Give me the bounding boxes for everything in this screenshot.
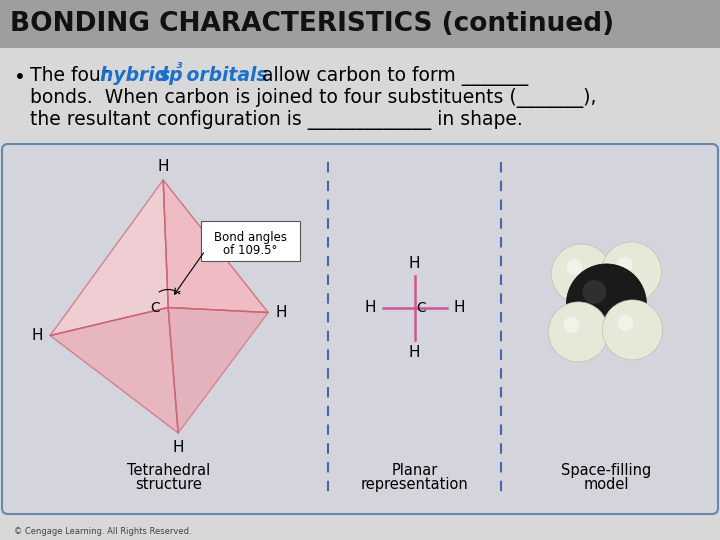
Text: structure: structure	[135, 477, 202, 492]
Text: ³: ³	[176, 61, 182, 76]
Text: H: H	[275, 305, 287, 320]
Circle shape	[567, 264, 647, 344]
Text: sp: sp	[159, 66, 184, 85]
Text: © Cengage Learning. All Rights Reserved.: © Cengage Learning. All Rights Reserved.	[14, 527, 192, 536]
Text: allow carbon to form _______: allow carbon to form _______	[256, 66, 528, 86]
Text: H: H	[409, 255, 420, 271]
Circle shape	[563, 317, 580, 333]
Text: Planar: Planar	[392, 463, 438, 478]
Text: model: model	[584, 477, 629, 492]
Polygon shape	[168, 307, 268, 433]
Text: H: H	[364, 300, 376, 315]
Polygon shape	[50, 180, 168, 335]
Circle shape	[582, 280, 606, 304]
Text: H: H	[454, 300, 465, 315]
Text: H: H	[172, 440, 184, 455]
Circle shape	[549, 302, 608, 362]
Text: H: H	[32, 328, 43, 343]
Text: C: C	[150, 301, 160, 314]
Circle shape	[552, 244, 611, 304]
FancyBboxPatch shape	[0, 0, 720, 48]
Text: of 109.5°: of 109.5°	[223, 244, 278, 256]
Text: C: C	[417, 301, 426, 314]
Text: Bond angles: Bond angles	[214, 231, 287, 244]
Text: hybrid: hybrid	[101, 66, 175, 85]
Polygon shape	[50, 307, 178, 433]
Text: the resultant configuration is _____________ in shape.: the resultant configuration is _________…	[30, 110, 523, 130]
Text: The four: The four	[30, 66, 114, 85]
Circle shape	[618, 315, 634, 331]
FancyBboxPatch shape	[0, 48, 720, 540]
Text: bonds.  When carbon is joined to four substituents (_______),: bonds. When carbon is joined to four sub…	[30, 88, 596, 108]
Circle shape	[567, 259, 582, 275]
Text: Tetrahedral: Tetrahedral	[127, 463, 210, 478]
Text: representation: representation	[361, 477, 469, 492]
Text: Space-filling: Space-filling	[562, 463, 652, 478]
Text: BONDING CHARACTERISTICS (continued): BONDING CHARACTERISTICS (continued)	[10, 11, 614, 37]
FancyBboxPatch shape	[2, 144, 718, 514]
Text: orbitals: orbitals	[181, 66, 268, 85]
Circle shape	[601, 242, 662, 302]
Text: H: H	[158, 159, 169, 174]
Text: H: H	[409, 345, 420, 360]
Polygon shape	[163, 180, 268, 313]
Circle shape	[616, 257, 632, 273]
Text: •: •	[14, 68, 26, 87]
FancyBboxPatch shape	[201, 220, 300, 260]
Circle shape	[603, 300, 662, 360]
